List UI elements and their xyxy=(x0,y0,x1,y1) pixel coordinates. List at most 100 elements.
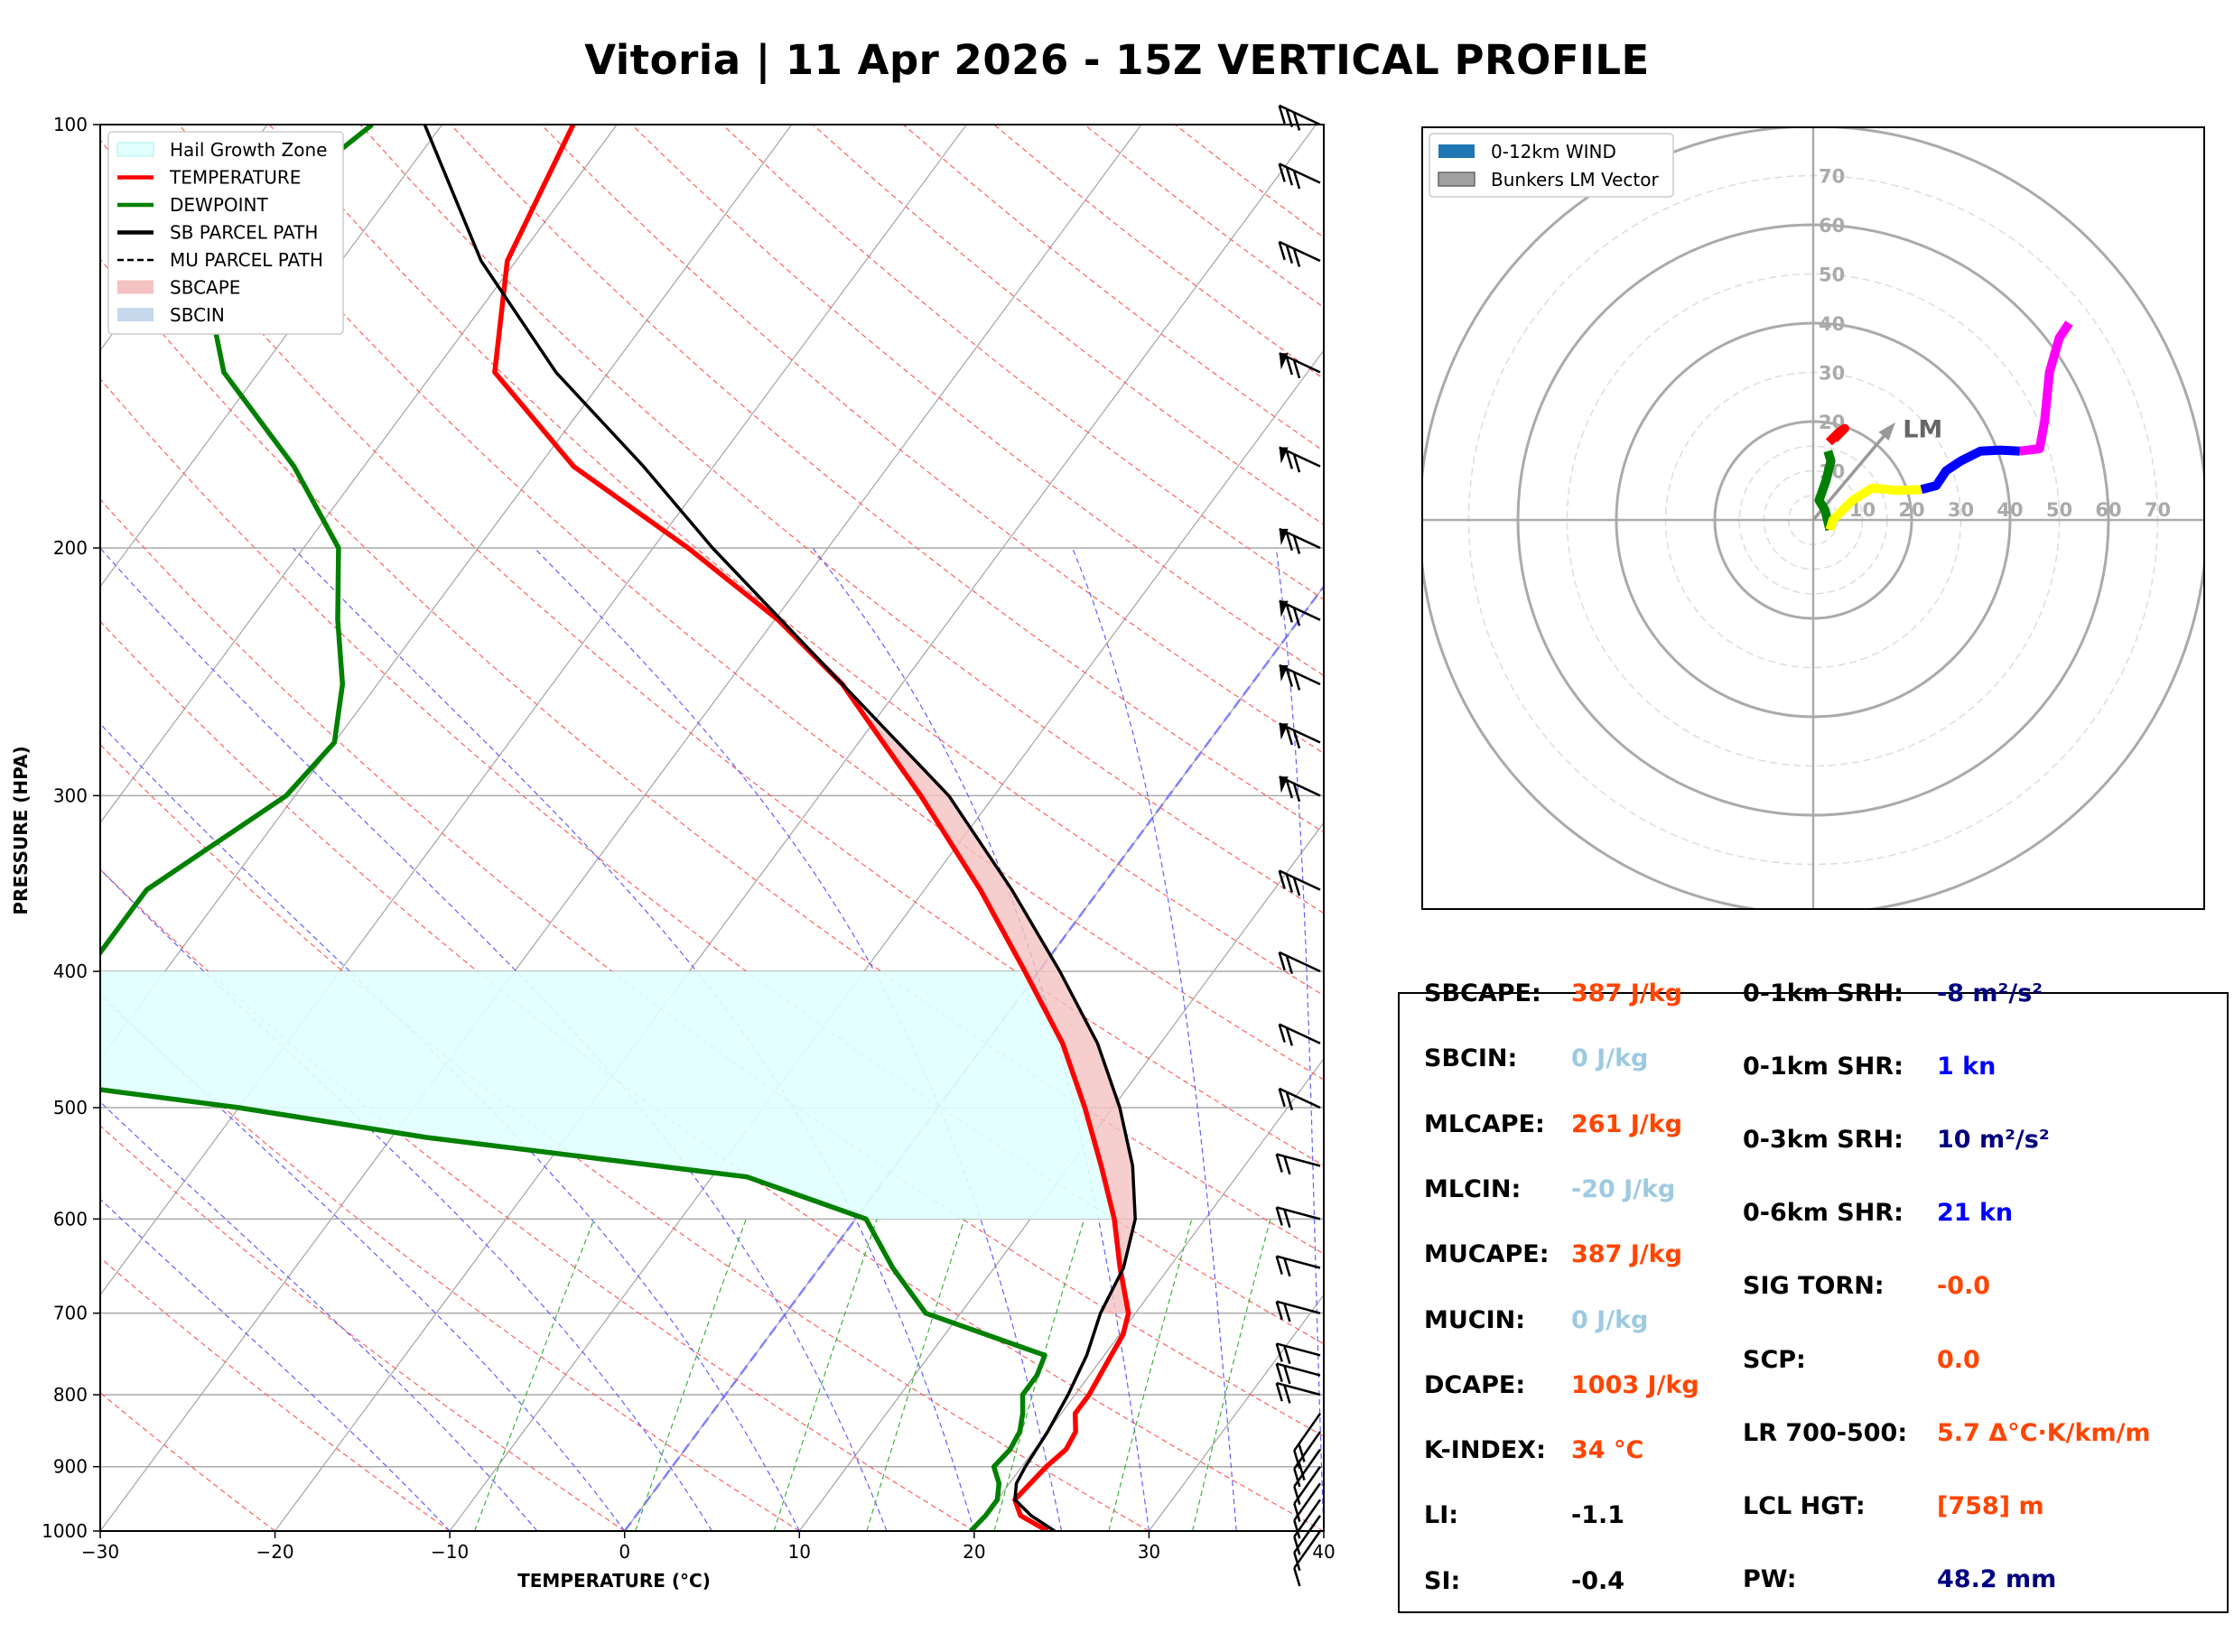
temperature-line xyxy=(492,125,1131,1531)
ring-label: 70 xyxy=(2145,499,2171,521)
mixing-ratio-line xyxy=(474,1219,595,1531)
hodograph-segment-6-9km xyxy=(1920,445,2021,495)
isotherm-line xyxy=(624,585,1324,1531)
legend-swatch xyxy=(117,308,154,321)
legend-label: DEWPOINT xyxy=(170,194,268,216)
stat-label: SIG TORN: xyxy=(1743,1272,1885,1301)
dry-adiabat xyxy=(100,995,800,1531)
stat-label: SBCAPE: xyxy=(1424,979,1541,1007)
wind-barb xyxy=(1275,1381,1321,1404)
stat-label: SBCIN: xyxy=(1424,1044,1518,1073)
ring-label: 40 xyxy=(1819,313,1845,335)
sbcape-shading xyxy=(867,719,1136,1313)
stat-label: LR 700-500: xyxy=(1743,1418,1908,1447)
wind-barb xyxy=(1293,1499,1322,1555)
stat-value: 1 kn xyxy=(1937,1053,1997,1081)
y-tick-label: 600 xyxy=(53,1208,88,1230)
y-axis-label: PRESSURE (HPA) xyxy=(10,746,32,914)
stat-value: -0.4 xyxy=(1571,1566,1625,1595)
mixing-ratio-line xyxy=(1108,1219,1193,1531)
legend-label: SBCAPE xyxy=(170,277,240,299)
legend-label: SB PARCEL PATH xyxy=(170,222,318,244)
moist-adiabat xyxy=(100,868,713,1531)
stat-value: 21 kn xyxy=(1937,1199,2014,1228)
legend-label: MU PARCEL PATH xyxy=(170,249,323,271)
x-tick-label: 10 xyxy=(788,1541,811,1563)
wind-barb xyxy=(1279,775,1321,803)
wind-barb xyxy=(1279,599,1321,626)
stat-label: MUCAPE: xyxy=(1424,1240,1550,1269)
lm-label: LM xyxy=(1903,415,1942,443)
hodograph-frame xyxy=(1421,126,2205,910)
y-tick-label: 900 xyxy=(53,1456,88,1478)
sb-parcel-path-line xyxy=(423,125,1137,1531)
stat-label: PW: xyxy=(1743,1564,1797,1593)
y-tick-label: 1000 xyxy=(42,1520,88,1542)
ring-label: 40 xyxy=(1997,499,2023,521)
x-tick-label: −10 xyxy=(431,1541,469,1563)
isotherm-line xyxy=(798,821,1324,1531)
legend-swatch xyxy=(1438,172,1475,187)
wind-barb xyxy=(1278,1023,1321,1046)
legend-swatch xyxy=(116,142,154,157)
wind-barb xyxy=(1278,104,1321,131)
wind-barb xyxy=(1279,527,1321,554)
skew-t-legend: Hail Growth Zone TEMPERATURE DEWPOINT SB PA… xyxy=(107,131,344,335)
dry-adiabat xyxy=(100,257,1324,1255)
stat-label: SI: xyxy=(1424,1566,1461,1595)
dry-adiabat xyxy=(100,1125,626,1531)
wind-barb xyxy=(1279,722,1321,749)
dry-adiabat xyxy=(100,1257,451,1531)
stat-value: [758] m xyxy=(1937,1491,2044,1520)
legend-label: 0-12km WIND xyxy=(1491,141,1616,162)
stat-value: 34 °C xyxy=(1571,1436,1644,1465)
stat-label: 0-1km SRH: xyxy=(1743,979,1904,1007)
dry-adiabat xyxy=(359,125,1324,914)
stat-label: MLCAPE: xyxy=(1424,1109,1545,1138)
dry-adiabat xyxy=(540,125,1324,755)
wind-barb xyxy=(1275,1342,1321,1365)
hodograph-segment-1-3km xyxy=(1814,450,1836,532)
stat-value: -0.0 xyxy=(1937,1272,1991,1301)
stat-value: 387 J/kg xyxy=(1571,1240,1682,1269)
wind-barb xyxy=(1275,1362,1321,1385)
stat-label: 0-3km SRH: xyxy=(1743,1126,1904,1155)
isotherm-line xyxy=(100,125,967,1296)
moist-adiabat xyxy=(1275,547,1324,1531)
hodograph-segment-9-12km xyxy=(2019,320,2073,456)
ring-label: 50 xyxy=(1819,265,1845,286)
x-tick-label: 0 xyxy=(619,1541,630,1563)
x-tick-label: 30 xyxy=(1138,1541,1160,1563)
ring-label: 30 xyxy=(1819,363,1845,385)
stat-label: DCAPE: xyxy=(1424,1370,1526,1399)
legend-swatch xyxy=(1438,144,1475,158)
stat-label: MUCIN: xyxy=(1424,1305,1526,1334)
isotherm-line xyxy=(973,1057,1324,1531)
isotherm-line xyxy=(100,125,443,588)
wind-barb xyxy=(1275,1300,1321,1323)
mixing-ratio-line xyxy=(993,1219,1085,1531)
x-tick-label: 40 xyxy=(1312,1541,1335,1563)
wind-barb xyxy=(1293,1413,1322,1470)
stat-label: 0-6km SHR: xyxy=(1743,1199,1904,1228)
stat-value: 1003 J/kg xyxy=(1571,1370,1699,1399)
stat-label: MLCIN: xyxy=(1424,1174,1522,1203)
wind-barb xyxy=(1293,1515,1322,1572)
wind-barb xyxy=(1278,951,1321,975)
y-tick-label: 400 xyxy=(53,961,88,982)
isotherm-line xyxy=(100,125,618,824)
stat-value: -8 m²/s² xyxy=(1937,979,2043,1007)
dry-adiabat xyxy=(100,743,1150,1531)
hodograph-segment-3-6km xyxy=(1825,483,1922,532)
moist-adiabat xyxy=(534,547,1063,1531)
x-axis-label: TEMPERATURE (°C) xyxy=(517,1570,711,1592)
moist-adiabat xyxy=(100,1198,451,1531)
y-tick-label: 100 xyxy=(53,114,88,135)
chart-title: Vitoria | 11 Apr 2026 - 15Z VERTICAL PRO… xyxy=(584,36,1650,84)
stat-value: 10 m²/s² xyxy=(1937,1126,2050,1155)
wind-barb xyxy=(1293,1530,1322,1587)
legend-label: Bunkers LM Vector xyxy=(1491,169,1660,190)
x-tick-label: −30 xyxy=(81,1541,119,1563)
ring-label: 70 xyxy=(1819,166,1845,188)
hodograph-segment-0-1km xyxy=(1825,423,1849,446)
